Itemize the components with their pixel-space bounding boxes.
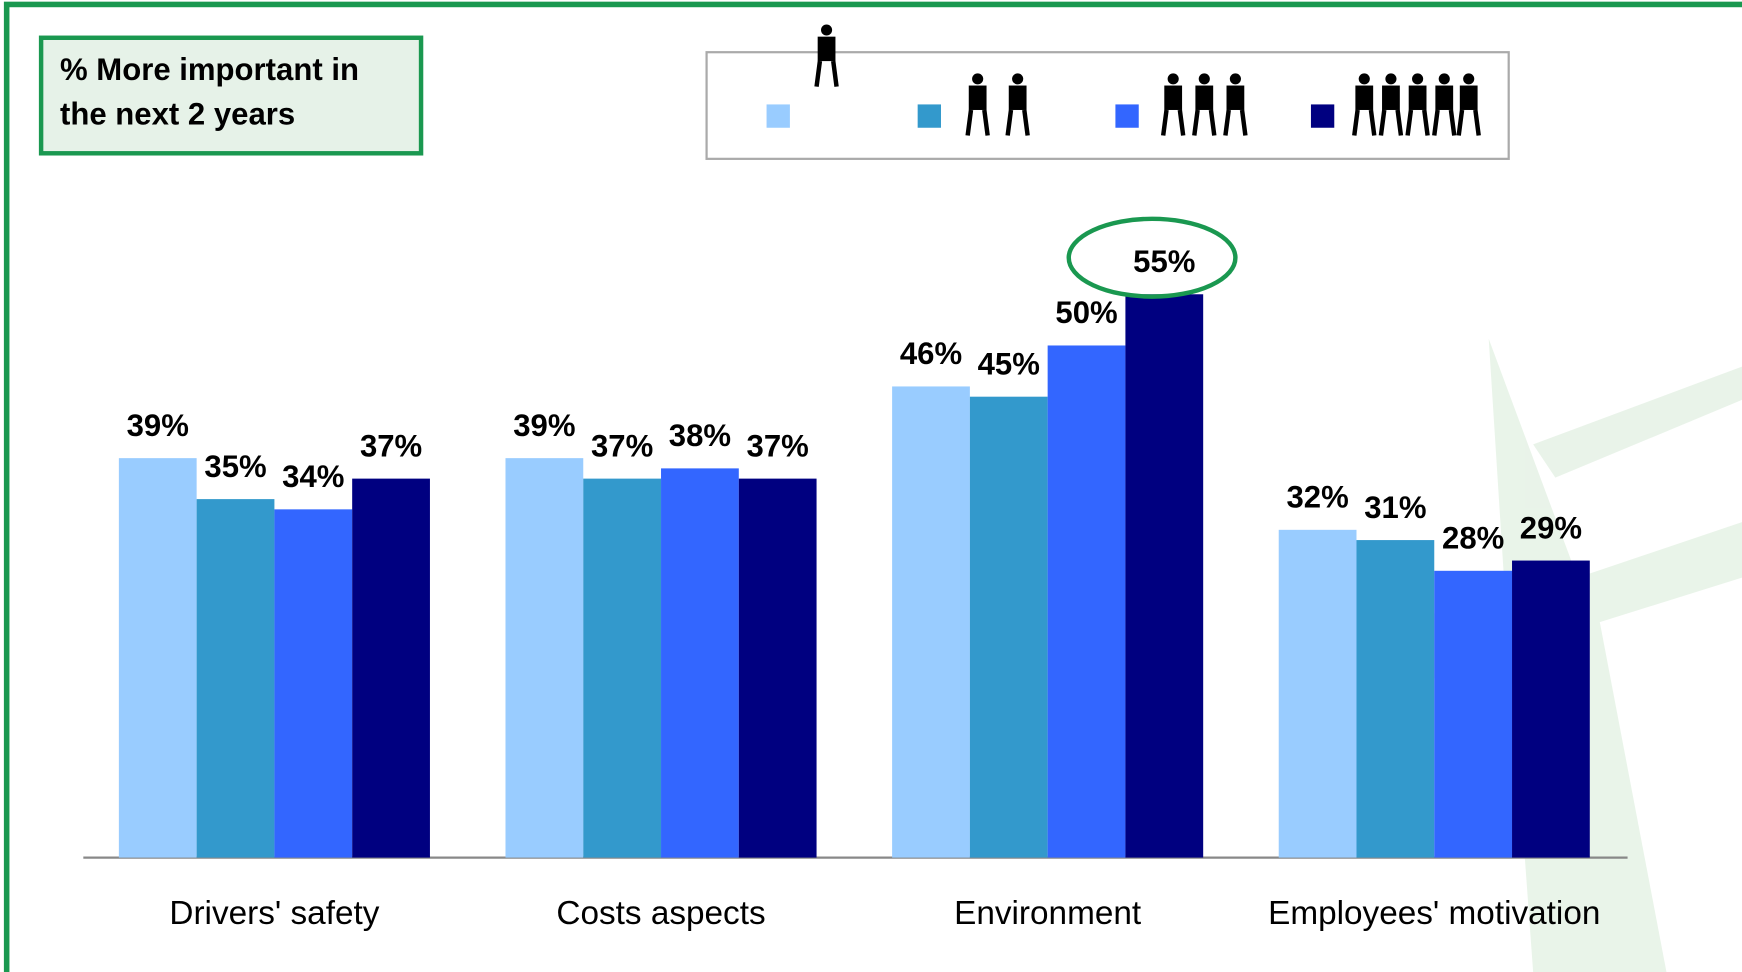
legend-box	[705, 51, 1510, 160]
person-head	[1438, 73, 1450, 85]
person-head	[821, 24, 833, 36]
value-label: 37%	[747, 428, 809, 463]
person-head	[972, 73, 984, 85]
value-label: 38%	[669, 418, 731, 453]
watermark-shape	[1533, 366, 1742, 478]
person-body	[1226, 85, 1245, 110]
person-legs	[814, 60, 839, 87]
bar	[1125, 294, 1204, 858]
person-body	[1164, 85, 1183, 110]
person-head	[1167, 73, 1179, 85]
bar	[1434, 570, 1513, 858]
person-legs	[1160, 109, 1186, 136]
value-label: 28%	[1442, 521, 1504, 556]
value-label: 34%	[282, 459, 344, 494]
value-label: 39%	[127, 408, 189, 443]
bar	[661, 468, 739, 858]
highlight-ellipse	[1066, 216, 1238, 299]
value-label: 45%	[978, 346, 1040, 381]
bar	[118, 458, 197, 858]
person-legs	[1352, 109, 1377, 136]
bar	[274, 509, 353, 858]
frame	[3, 1, 1742, 972]
value-label: 31%	[1364, 490, 1426, 525]
title-box	[38, 35, 424, 156]
person-body	[1459, 85, 1478, 110]
value-label: 46%	[900, 336, 962, 371]
value-label: 55%	[1133, 244, 1195, 279]
value-label: 29%	[1520, 510, 1582, 545]
bar	[738, 478, 817, 858]
person-legs	[1192, 109, 1217, 136]
legend-swatch	[766, 104, 790, 128]
legend-icon	[1160, 73, 1248, 136]
person-legs	[1223, 109, 1248, 136]
person-body	[1435, 85, 1454, 110]
person-head	[1358, 73, 1370, 85]
x-tick-label: Environment	[954, 895, 1142, 932]
person-legs	[1432, 109, 1457, 136]
person-head	[1229, 73, 1241, 85]
bar	[1047, 345, 1126, 858]
bar	[1278, 529, 1357, 858]
legend-swatch	[1115, 104, 1139, 128]
bar	[892, 386, 970, 858]
person-legs	[1378, 109, 1404, 136]
value-label: 50%	[1055, 295, 1117, 330]
legend-icon	[1352, 73, 1481, 136]
legend-icon	[965, 73, 1030, 136]
person-head	[1463, 73, 1475, 85]
x-tick-label: Costs aspects	[556, 895, 765, 932]
value-label: 35%	[204, 449, 266, 484]
legend-swatch	[917, 104, 941, 128]
person-legs	[1456, 109, 1481, 136]
person-head	[1412, 73, 1424, 85]
person-head	[1198, 73, 1210, 85]
person-legs	[1005, 109, 1030, 136]
value-label: 32%	[1286, 480, 1348, 515]
person-body	[1355, 85, 1374, 110]
x-tick-label: Drivers' safety	[169, 895, 379, 932]
bar	[505, 458, 584, 858]
person-head	[1385, 73, 1397, 85]
person-body	[1008, 85, 1027, 110]
person-body	[1382, 85, 1400, 110]
chart-title: % More important in the next 2 years	[59, 52, 359, 132]
person-body	[1195, 85, 1214, 110]
bar	[1512, 560, 1590, 858]
legend-swatch	[1310, 104, 1335, 128]
bar	[196, 499, 275, 858]
person-body	[968, 85, 987, 110]
bar	[969, 396, 1048, 858]
value-label: 39%	[513, 408, 575, 443]
title-holder: % More important in the next 2 years	[59, 52, 359, 132]
person-body	[1408, 85, 1427, 110]
person-head	[1012, 73, 1024, 85]
person-body	[817, 36, 836, 62]
bar	[352, 478, 430, 858]
person-legs	[965, 109, 990, 136]
person-legs	[1405, 109, 1430, 136]
value-label: 37%	[591, 428, 653, 463]
legend-icon	[814, 24, 839, 87]
bar	[1356, 540, 1435, 858]
value-label: 37%	[360, 428, 422, 463]
x-tick-label: Employees' motivation	[1268, 895, 1600, 932]
bar	[583, 478, 662, 858]
